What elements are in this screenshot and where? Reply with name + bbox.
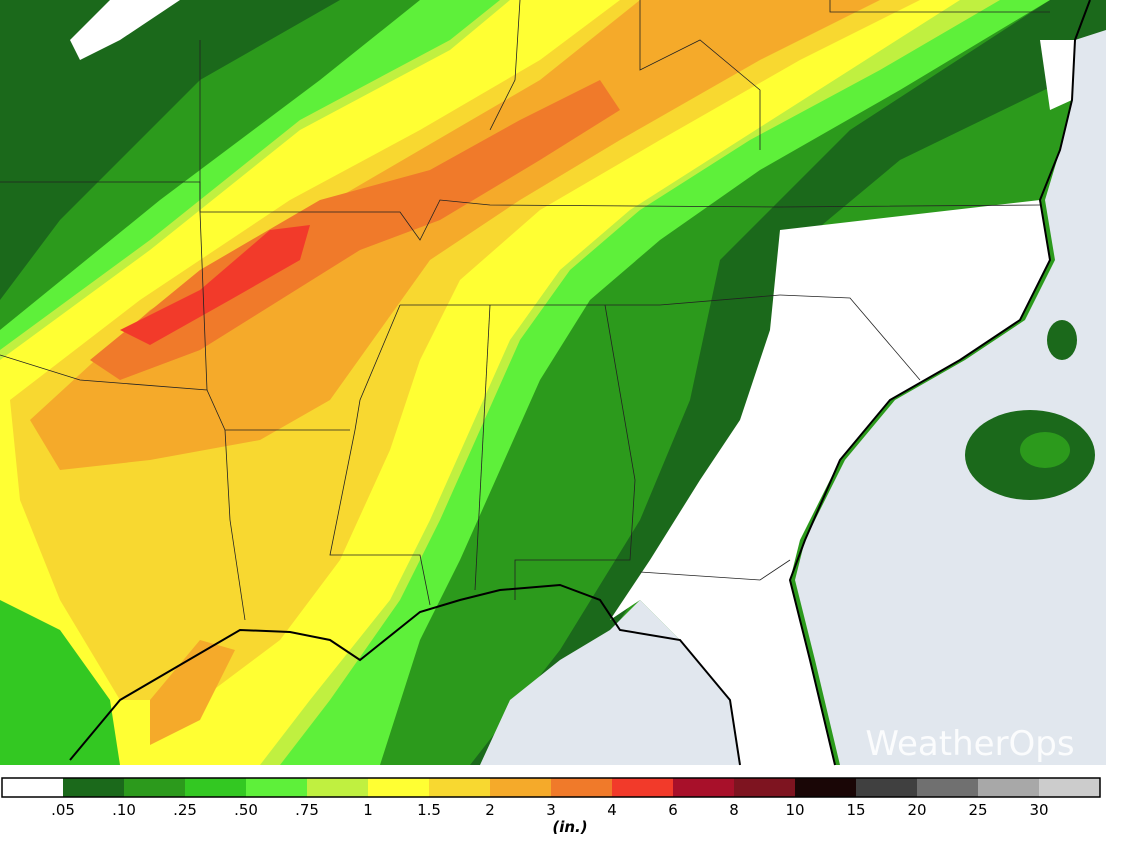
color-legend: 30 25 20 15 10 8 6 4 3 2 1.5 1 .75 .50 .25 .10 .05 (in.) xyxy=(1,777,1101,836)
legend-unit: (in.) xyxy=(552,818,587,836)
red-area xyxy=(120,225,310,345)
orange-area xyxy=(30,0,880,470)
legend-label: 8 xyxy=(729,801,739,819)
precip-map: WeatherOps xyxy=(0,0,1106,766)
legend-swatch xyxy=(2,778,63,797)
orange-area xyxy=(150,640,235,745)
legend-label: 10 xyxy=(785,801,804,819)
ocean xyxy=(480,600,740,765)
legend-swatch xyxy=(185,778,246,797)
legend-label: .10 xyxy=(112,801,136,819)
legend-swatch xyxy=(917,778,978,797)
legend-label: 4 xyxy=(607,801,617,819)
legend-label: .75 xyxy=(295,801,319,819)
legend-label: .05 xyxy=(51,801,75,819)
offshore-precip xyxy=(1047,320,1077,360)
gold-area xyxy=(10,0,920,700)
legend-label: 1 xyxy=(363,801,373,819)
dry-land xyxy=(1040,40,1075,110)
legend-swatch xyxy=(307,778,368,797)
legend-swatch xyxy=(490,778,551,797)
dark-green-area xyxy=(0,0,340,300)
state-borders xyxy=(0,0,1050,621)
brand-logo: WeatherOps xyxy=(865,724,1074,764)
ocean xyxy=(795,30,1106,765)
legend-label: 3 xyxy=(546,801,556,819)
legend-label: 30 xyxy=(1029,801,1048,819)
legend-label: 15 xyxy=(846,801,865,819)
legend-label: .25 xyxy=(173,801,197,819)
legend-label: 2 xyxy=(485,801,495,819)
legend-swatch xyxy=(795,778,856,797)
legend-swatch xyxy=(1039,778,1100,797)
dry-land xyxy=(70,0,180,60)
offshore-precip xyxy=(1020,432,1070,468)
legend-swatch xyxy=(124,778,185,797)
legend-swatch xyxy=(63,778,124,797)
legend-swatch xyxy=(612,778,673,797)
legend-label: .50 xyxy=(234,801,258,819)
dark-green-area xyxy=(470,0,1106,765)
legend-swatch xyxy=(246,778,307,797)
green-area xyxy=(0,600,120,765)
dry-land xyxy=(610,200,1050,765)
legend-swatch xyxy=(368,778,429,797)
legend-label: 1.5 xyxy=(417,801,441,819)
dark-orange-area xyxy=(90,80,620,380)
legend-label: 20 xyxy=(907,801,926,819)
legend-swatch xyxy=(551,778,612,797)
legend-swatch xyxy=(856,778,917,797)
legend-label: 25 xyxy=(968,801,987,819)
legend-label: 6 xyxy=(668,801,678,819)
legend-swatch xyxy=(978,778,1039,797)
legend-swatch xyxy=(734,778,795,797)
legend-frame xyxy=(1,777,1101,798)
legend-swatch xyxy=(673,778,734,797)
legend-swatch xyxy=(429,778,490,797)
